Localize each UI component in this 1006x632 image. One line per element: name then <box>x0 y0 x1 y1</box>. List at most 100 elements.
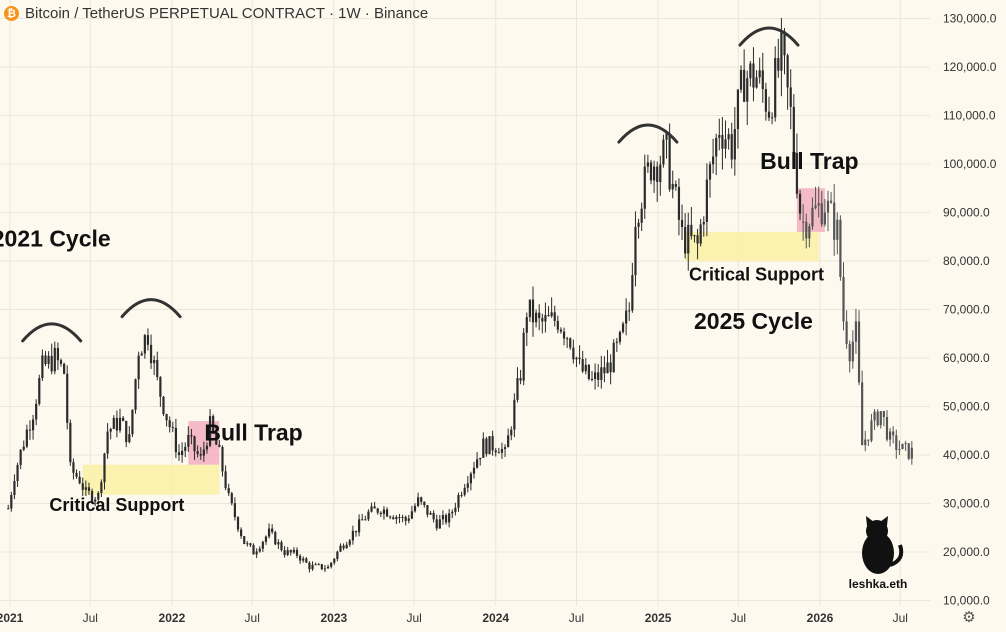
candle <box>718 118 721 151</box>
y-tick-label: 40,000.0 <box>943 448 990 462</box>
candle <box>777 38 780 78</box>
candle <box>314 562 317 566</box>
candle <box>423 501 426 508</box>
candle <box>476 452 479 469</box>
candle <box>752 47 755 102</box>
candle <box>901 443 904 450</box>
candle <box>389 515 392 520</box>
candle <box>749 60 752 87</box>
candle <box>267 523 271 539</box>
time-axis[interactable]: 2021 Jul 2022 Jul 2023 Jul 2024 Jul 2025 Jul 2026 J… <box>0 611 908 625</box>
candle <box>578 345 581 365</box>
candle <box>516 367 519 403</box>
candle <box>199 447 202 460</box>
candle <box>625 298 628 336</box>
price-axis[interactable]: 130,000.0 120,000.0 110,000.0 100,000.0 90,0… <box>943 12 997 608</box>
support-zone <box>685 231 819 261</box>
candle <box>330 562 333 569</box>
candle <box>299 554 302 564</box>
candle <box>600 355 603 389</box>
candle <box>420 496 423 505</box>
candle <box>612 339 615 373</box>
candle <box>696 228 699 260</box>
candle <box>140 351 143 356</box>
candle <box>146 328 150 351</box>
candle <box>671 170 674 199</box>
candle <box>240 527 243 539</box>
candle <box>72 458 75 480</box>
candle <box>109 427 112 440</box>
annotation-critical-support-2021: Critical Support <box>49 495 184 515</box>
candle <box>246 541 249 547</box>
candle <box>711 138 715 174</box>
cycle-top-arc <box>120 298 182 319</box>
candle <box>339 543 342 553</box>
y-tick-label: 70,000.0 <box>943 303 990 317</box>
y-tick-label: 60,000.0 <box>943 351 990 365</box>
candle <box>637 218 640 239</box>
candle <box>13 474 16 500</box>
candle <box>311 561 314 571</box>
candle <box>426 505 429 518</box>
candle <box>569 337 572 350</box>
candle <box>581 350 584 374</box>
candle <box>283 546 286 558</box>
candle <box>56 342 60 371</box>
candle <box>432 510 435 523</box>
x-tick-label: 2021 <box>0 611 24 625</box>
candle <box>19 449 22 470</box>
candle <box>122 416 125 422</box>
candle <box>441 510 445 525</box>
y-tick-label: 30,000.0 <box>943 497 990 511</box>
candle <box>727 128 730 150</box>
candle <box>469 471 472 491</box>
candle <box>615 337 618 352</box>
settings-gear-icon[interactable]: ⚙ <box>962 608 976 626</box>
candle <box>857 310 861 386</box>
candle <box>839 215 842 281</box>
candle <box>733 106 736 176</box>
candle <box>721 116 724 170</box>
candle <box>212 414 215 435</box>
candle <box>401 514 404 523</box>
candle <box>826 190 830 232</box>
candle <box>410 505 413 520</box>
candle <box>867 439 870 447</box>
candle <box>705 163 708 237</box>
candle <box>407 514 410 524</box>
candle <box>553 305 556 327</box>
candle <box>295 547 299 559</box>
candle <box>510 426 513 441</box>
candle <box>892 426 895 444</box>
candle <box>652 160 656 193</box>
candle <box>500 442 504 459</box>
candle <box>97 491 100 506</box>
candle <box>100 479 103 498</box>
candle <box>795 133 799 199</box>
candle <box>870 413 873 443</box>
candle <box>289 549 292 556</box>
candle <box>364 515 367 521</box>
candle <box>277 539 280 549</box>
candle <box>131 409 134 437</box>
candle <box>367 509 370 522</box>
candle <box>497 447 500 454</box>
candle <box>628 302 631 321</box>
candle <box>805 213 808 249</box>
candle <box>792 94 795 158</box>
candle <box>485 436 488 457</box>
annotation-bull-trap-2022: Bull Trap <box>204 419 302 445</box>
candle <box>81 477 84 497</box>
candle <box>255 548 258 559</box>
candle <box>398 513 401 524</box>
candle <box>802 204 805 241</box>
candle <box>47 351 50 369</box>
candle <box>159 376 162 407</box>
candle <box>559 327 563 334</box>
symbol-title[interactable]: Bitcoin / TetherUS PERPETUAL CONTRACT · … <box>25 4 429 22</box>
candle <box>323 564 327 573</box>
candle <box>292 547 295 554</box>
candle <box>90 488 94 504</box>
candle <box>358 514 361 537</box>
